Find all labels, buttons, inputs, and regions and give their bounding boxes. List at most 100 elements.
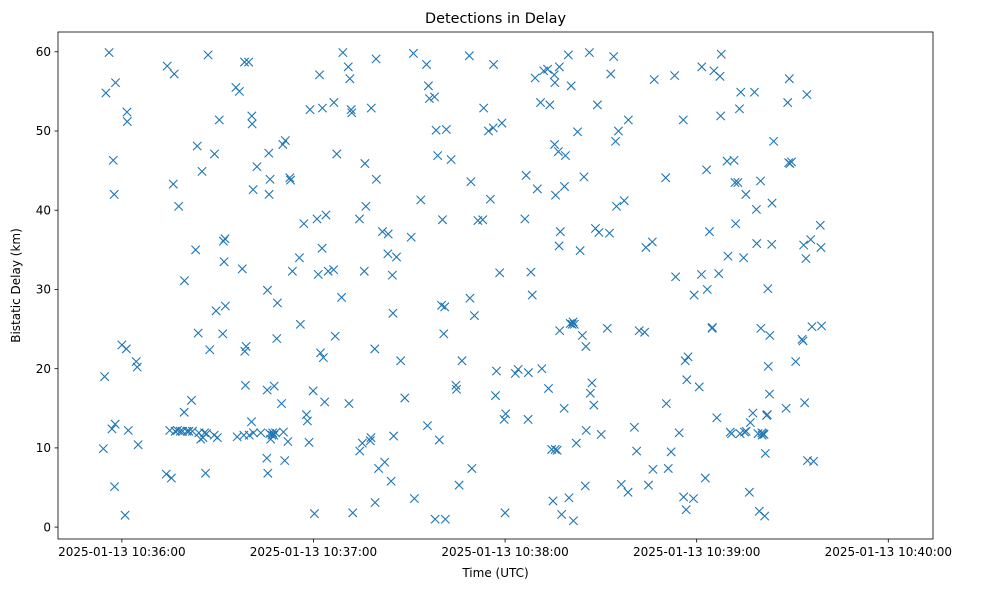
data-point — [478, 215, 488, 225]
data-point — [807, 322, 817, 332]
data-point — [734, 104, 745, 114]
data-point — [240, 380, 251, 390]
data-point — [122, 107, 132, 117]
data-point — [606, 69, 616, 79]
data-point — [272, 333, 282, 344]
data-point — [554, 62, 564, 72]
data-point — [594, 227, 604, 238]
data-point — [543, 383, 554, 394]
data-point — [666, 447, 676, 457]
data-point — [383, 229, 393, 239]
data-point — [264, 189, 274, 199]
data-point — [121, 344, 131, 354]
data-point — [110, 419, 120, 429]
data-point — [682, 375, 692, 385]
data-point — [162, 61, 172, 71]
data-point — [739, 427, 750, 437]
x-axis: 2025-01-13 10:36:00 2025-01-13 10:37:00 20… — [58, 539, 952, 559]
data-point — [247, 119, 257, 129]
data-point — [389, 431, 399, 441]
data-point — [200, 468, 211, 478]
data-point — [557, 509, 567, 520]
data-point — [211, 306, 221, 316]
data-point — [264, 148, 274, 158]
data-point — [800, 398, 810, 408]
data-point — [532, 184, 542, 194]
data-point — [704, 227, 715, 237]
data-point — [587, 378, 597, 388]
data-point — [441, 124, 451, 135]
data-point — [440, 302, 450, 312]
data-point — [370, 344, 380, 354]
data-point — [205, 345, 215, 355]
data-point — [500, 508, 510, 518]
data-point — [491, 366, 502, 376]
y-axis: 0 10 20 30 40 50 60 — [36, 45, 58, 534]
data-point — [214, 115, 224, 125]
data-point — [572, 127, 583, 137]
data-point — [694, 382, 704, 392]
data-point — [197, 166, 207, 177]
data-point — [816, 321, 827, 331]
data-point — [285, 175, 296, 185]
data-point — [100, 372, 110, 382]
data-point — [589, 400, 599, 410]
data-point — [765, 330, 775, 340]
data-point — [433, 150, 443, 161]
data-point — [409, 494, 419, 504]
data-point — [332, 149, 342, 159]
data-point — [424, 93, 434, 104]
data-point — [120, 510, 130, 520]
data-point — [545, 100, 555, 110]
data-point — [439, 329, 449, 339]
data-point — [408, 48, 419, 58]
data-point — [446, 154, 456, 165]
data-point — [767, 198, 777, 208]
data-point — [355, 446, 365, 456]
y-tick-label: 0 — [43, 520, 51, 534]
data-point — [199, 428, 210, 438]
data-point — [581, 425, 591, 436]
data-point — [107, 424, 117, 434]
data-point — [101, 88, 111, 98]
data-point — [305, 105, 315, 115]
data-point — [323, 266, 333, 276]
data-point — [701, 165, 712, 175]
data-point — [566, 81, 576, 91]
data-point — [262, 453, 272, 463]
data-point — [681, 505, 691, 515]
data-point — [563, 50, 573, 60]
data-point — [123, 425, 133, 436]
chart-title: Detections in Delay — [425, 11, 566, 27]
data-point — [377, 227, 388, 237]
x-tick-label: 2025-01-13 10:37:00 — [250, 545, 377, 559]
data-point — [741, 189, 751, 199]
data-point — [246, 417, 257, 427]
data-point — [611, 201, 622, 211]
data-point — [437, 215, 448, 225]
data-point — [321, 210, 331, 220]
y-tick-label: 40 — [36, 203, 51, 217]
data-point — [276, 398, 287, 409]
data-point — [179, 276, 190, 286]
data-point — [560, 150, 571, 161]
data-point — [314, 70, 325, 80]
data-point — [767, 239, 777, 249]
data-point — [661, 173, 671, 183]
data-point — [791, 356, 801, 367]
data-point — [396, 356, 406, 366]
data-point — [132, 362, 142, 372]
data-point — [700, 473, 710, 483]
data-point — [429, 92, 440, 102]
data-point — [239, 57, 250, 67]
data-point — [815, 220, 825, 230]
data-point — [730, 177, 740, 188]
data-point — [241, 341, 251, 352]
data-point — [108, 155, 118, 165]
data-point — [549, 139, 560, 150]
data-point — [580, 481, 590, 491]
data-point — [406, 232, 416, 242]
data-point — [329, 265, 339, 275]
data-point — [360, 158, 370, 169]
data-point — [454, 480, 464, 490]
